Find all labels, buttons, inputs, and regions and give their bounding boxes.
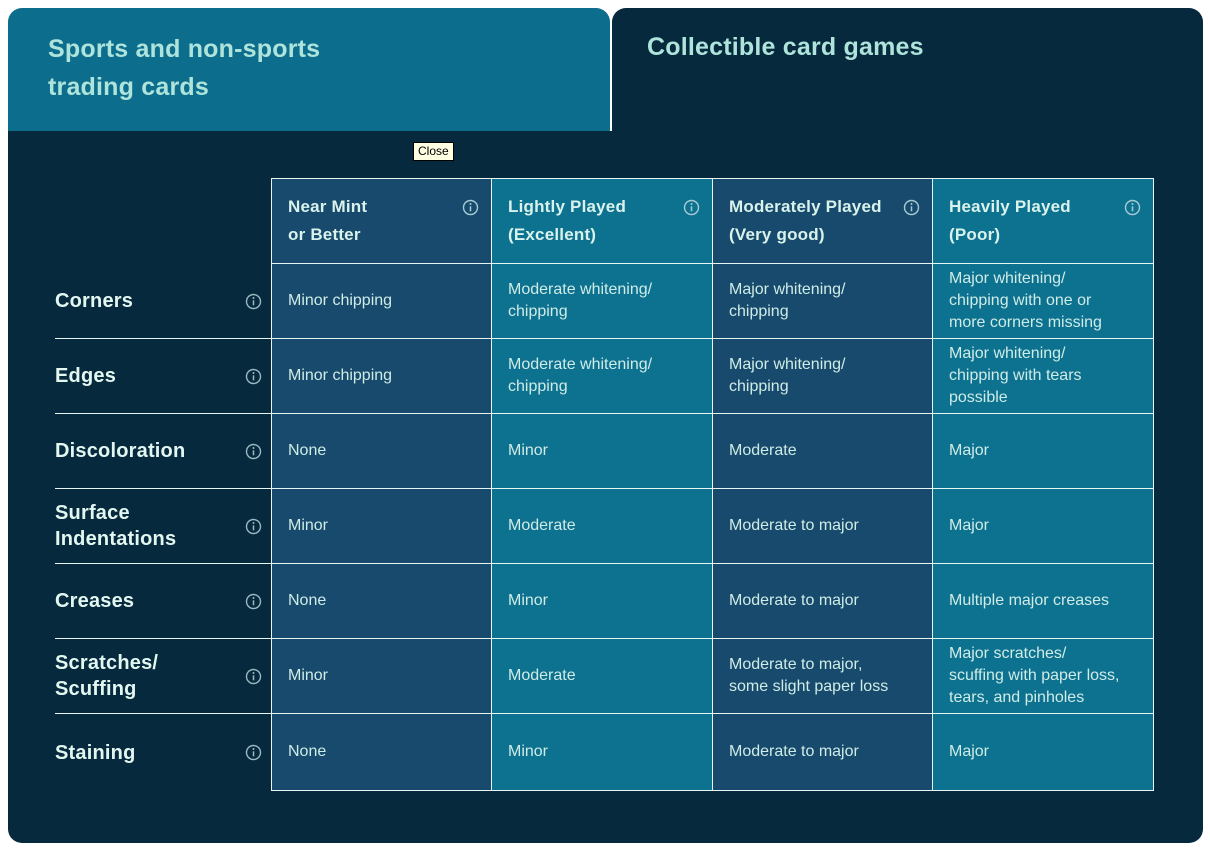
row-header-creases: Creases (55, 564, 272, 639)
column-header-label: Lightly Played (Excellent) (508, 197, 627, 244)
grade-cell: Moderate (492, 489, 712, 563)
column-header-moderately-played: Moderately Played (Very good) (713, 179, 932, 263)
tab-label: Collectible card games (647, 33, 924, 61)
grade-cell: Major whitening/ chipping (713, 339, 932, 413)
grade-cell: Major whitening/ chipping (713, 264, 932, 338)
grade-cell: Major whitening/ chipping with tears pos… (933, 339, 1153, 413)
grade-cell: Minor (272, 639, 491, 713)
tab-label: Sports and non-sports trading cards (48, 35, 321, 101)
info-icon[interactable] (245, 293, 262, 310)
row-labels: Corners Edges Discoloration Surface Inde… (55, 264, 272, 791)
info-icon[interactable] (245, 518, 262, 535)
column-header-near-mint: Near Mint or Better (272, 179, 491, 263)
row-header-corners: Corners (55, 264, 272, 339)
info-icon[interactable] (1124, 199, 1141, 216)
column-header-label: Heavily Played (Poor) (949, 197, 1071, 244)
grade-cell: Moderate to major (713, 564, 932, 638)
info-icon[interactable] (245, 593, 262, 610)
grade-cell: None (272, 714, 491, 790)
tab-sports-trading-cards[interactable]: Sports and non-sports trading cards (8, 8, 610, 131)
grade-cell: Major scratches/ scuffing with paper los… (933, 639, 1153, 713)
row-header-scratches-scuffing: Scratches/ Scuffing (55, 639, 272, 714)
grade-cell: Minor chipping (272, 264, 491, 338)
grade-cell: Minor (492, 414, 712, 488)
column-header-label: Near Mint or Better (288, 197, 368, 244)
info-icon[interactable] (245, 668, 262, 685)
info-icon[interactable] (245, 744, 262, 761)
row-header-staining: Staining (55, 714, 272, 791)
info-icon[interactable] (683, 199, 700, 216)
grade-cell: Moderate to major, some slight paper los… (713, 639, 932, 713)
grade-cell: Moderate (713, 414, 932, 488)
row-header-surface-indentations: Surface Indentations (55, 489, 272, 564)
grade-cell: Major (933, 414, 1153, 488)
column-header-heavily-played: Heavily Played (Poor) (933, 179, 1153, 263)
info-icon[interactable] (462, 199, 479, 216)
info-icon[interactable] (245, 368, 262, 385)
grade-cell: Moderate to major (713, 714, 932, 790)
grade-cell: Moderate whitening/ chipping (492, 339, 712, 413)
grade-cell: Minor (492, 564, 712, 638)
grade-cell: Moderate to major (713, 489, 932, 563)
grade-cell: Minor (492, 714, 712, 790)
grade-cell: Multiple major creases (933, 564, 1153, 638)
grade-cell: Major whitening/ chipping with one or mo… (933, 264, 1153, 338)
grade-cell: Moderate whitening/ chipping (492, 264, 712, 338)
grade-cell: None (272, 414, 491, 488)
grade-cell: Moderate (492, 639, 712, 713)
grading-table: Near Mint or Better Lightly Played (Exce… (271, 178, 1154, 791)
column-header-lightly-played: Lightly Played (Excellent) (492, 179, 712, 263)
info-icon[interactable] (245, 443, 262, 460)
grade-cell: Major (933, 489, 1153, 563)
grade-cell: Minor chipping (272, 339, 491, 413)
info-icon[interactable] (903, 199, 920, 216)
grade-cell: Minor (272, 489, 491, 563)
row-header-edges: Edges (55, 339, 272, 414)
tab-collectible-card-games[interactable]: Collectible card games (612, 8, 1203, 132)
row-header-discoloration: Discoloration (55, 414, 272, 489)
grade-cell: None (272, 564, 491, 638)
close-tooltip: Close (413, 142, 454, 161)
column-header-label: Moderately Played (Very good) (729, 197, 882, 244)
grade-cell: Major (933, 714, 1153, 790)
